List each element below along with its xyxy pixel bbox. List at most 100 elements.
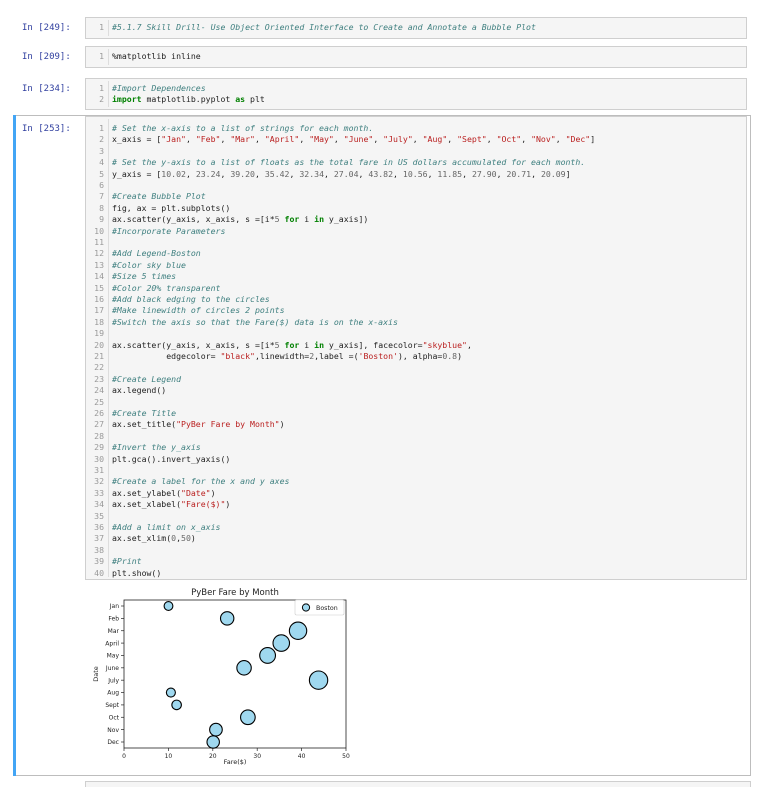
code-token: for [284,214,300,225]
line-number: 14 [94,271,104,282]
code-token: , [299,134,310,145]
code-line: 30 plt.gca().invert_yaxis() [86,454,726,465]
line-number: 20 [94,339,104,350]
code-token: "May" [309,134,334,145]
code-token: , [333,134,344,145]
line-number: 31 [94,465,104,475]
code-token: # Set the y-axis to a list of floats as … [112,157,586,168]
code-text: # Set the y-axis to a list of floats as … [112,157,585,168]
code-cell[interactable]: 1 #5.1.7 Skill Drill- Use Object Oriented… [85,17,747,39]
code-text: #Add Legend-Boston [112,248,201,259]
code-cell[interactable]: 1 #Import Dependences 2 import matplotlib.p… [85,78,747,110]
code-token: for [284,339,300,350]
code-token: , [555,134,566,145]
code-token: "PyBer Fare by Month" [176,419,280,430]
line-number: 2 [99,134,104,145]
y-tick-label: Nov [107,727,119,734]
code-line: 26 #Create Title [86,408,726,419]
bubble-point [236,660,252,676]
code-token: # Set the x-axis to a list of strings fo… [112,123,374,133]
code-line: 14 #Size 5 times [86,271,726,282]
code-token: 32.34 [299,168,325,179]
code-text: #Create a label for the x and y axes [112,476,289,487]
cell-prompt: In [253]: [22,124,71,134]
code-token: 10.56 [402,168,428,179]
line-number: 13 [94,259,104,270]
code-token: "Dec" [565,134,591,145]
line-number: 17 [94,305,104,316]
line-number: 22 [94,362,104,373]
code-token: 2 [309,351,315,361]
code-token: y_axis], facecolor= [324,339,423,350]
code-line: 1 #5.1.7 Skill Drill- Use Object Oriented… [86,22,726,33]
code-editor[interactable]: 1 # Set the x-axis to a list of strings f… [85,116,747,580]
code-line: 21 edgecolor= "black",linewidth=2,label … [86,351,726,362]
code-text: #Add a limit on x_axis [112,522,220,533]
line-number: 6 [99,180,104,190]
code-token: ax.set_title( [112,419,177,430]
code-line: 9 ax.scatter(y_axis, x_axis, s =[i*5 for … [86,214,726,225]
y-tick-label: Feb [108,616,119,623]
line-number: 34 [94,499,104,510]
line-number: 1 [99,22,104,32]
code-token: "black" [220,351,255,361]
code-line: 20 ax.scatter(y_axis, x_axis, s =[i*5 for… [86,340,726,351]
code-token: plt.show() [112,567,162,578]
bubble-point [259,647,277,664]
bubble-point [206,735,220,749]
code-token: i [299,339,315,350]
code-token: #Create a label for the x and y axes [112,476,290,487]
code-token: #Add a limit on x_axis [112,522,221,532]
code-text: ax.set_title("PyBer Fare by Month") [112,419,285,430]
code-token: 10.02 [161,168,186,179]
code-token: 27.04 [333,168,359,179]
bubble-point [209,722,223,737]
line-number: 30 [94,453,104,464]
code-token: "Nov" [531,134,556,145]
bubble-point [165,687,176,698]
code-token: , [324,168,334,179]
line-number: 23 [94,373,104,384]
code-text: #5.1.7 Skill Drill- Use Object Oriented … [112,22,536,33]
y-tick-label: Jan [109,603,119,610]
line-number: 4 [99,157,104,168]
code-token: 39.20 [230,168,255,179]
code-token: , [185,134,196,145]
line-number: 28 [94,430,104,441]
code-line: 8 fig, ax = plt.subplots() [86,203,726,214]
code-token: "Feb" [195,134,221,145]
line-number: 29 [94,442,104,453]
code-line: 7 #Create Bubble Plot [86,191,726,202]
code-text: ax.set_xlim(0,50) [112,533,196,544]
line-number: 11 [94,237,104,247]
plot-area [123,599,347,749]
code-token: fig, ax = plt.subplots() [112,202,231,213]
code-token: ), alpha= [397,351,443,361]
line-number: 35 [94,510,104,521]
code-token: ax.scatter(y_axis, x_axis, s =[i* [112,339,275,350]
y-tick-label: Dec [107,739,119,746]
code-text: x_axis = ["Jan", "Feb", "Mar", "April", … [112,134,595,145]
bubble-point [272,634,291,652]
code-token: #5.1.7 Skill Drill- Use Object Oriented … [112,22,536,32]
code-token: ) [457,351,463,361]
next-cell-stub[interactable] [85,781,751,787]
code-line: 39 #Print [86,556,726,567]
code-token: , [427,168,438,179]
code-token: 20.09 [540,168,566,179]
code-token: , [185,168,196,179]
code-token: , [531,168,541,179]
code-cell[interactable]: 1 %matplotlib inline [85,46,747,68]
code-text: #Create Title [112,408,176,419]
code-token: in [314,339,324,350]
code-token: #Size 5 times [112,271,177,282]
y-tick-label: Oct [109,714,120,721]
y-tick-label: Sept [105,702,119,709]
code-token: y_axis = [ [112,168,162,179]
code-line: 6 [86,180,726,191]
code-token: "Jan" [161,134,186,145]
line-number: 7 [99,191,104,202]
bubble-point [288,621,308,640]
code-token: ,linewidth= [254,351,310,361]
code-line: 2 import matplotlib.pyplot as plt [86,94,726,105]
